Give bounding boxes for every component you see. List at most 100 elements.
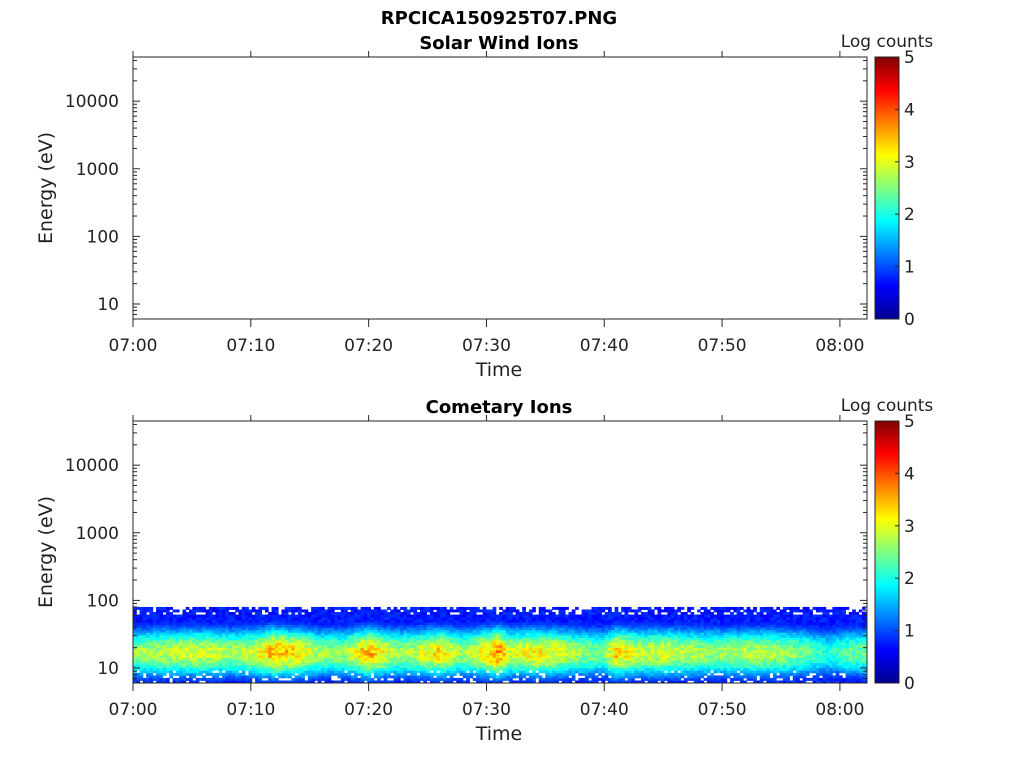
- spectrogram-cell: [136, 672, 140, 676]
- spectrogram-cell: [647, 627, 652, 631]
- spectrogram-cell: [278, 650, 282, 653]
- spectrogram-cell: [581, 637, 586, 641]
- spectrogram-cell: [198, 665, 203, 669]
- spectrogram-cell: [228, 647, 233, 651]
- spectrogram-cell: [198, 657, 203, 661]
- spectrogram-cell: [588, 622, 592, 626]
- spectrogram-cell: [202, 665, 206, 669]
- spectrogram-cell: [218, 650, 223, 653]
- spectrogram-cell: [350, 680, 355, 683]
- spectrogram-cell: [370, 660, 375, 664]
- spectrogram-cell: [518, 644, 523, 648]
- spectrogram-cell: [413, 606, 418, 610]
- spectrogram-cell: [175, 639, 180, 643]
- spectrogram-cell: [492, 650, 497, 653]
- spectrogram-cell: [321, 655, 325, 659]
- spectrogram-cell: [502, 650, 507, 653]
- spectrogram-cell: [650, 650, 655, 653]
- spectrogram-cell: [198, 670, 203, 674]
- spectrogram-cell: [284, 609, 289, 613]
- spectrogram-cell: [304, 614, 309, 618]
- spectrogram-cell: [185, 614, 190, 618]
- spectrogram-cell: [581, 662, 586, 666]
- spectrogram-cell: [532, 639, 536, 643]
- spectrogram-cell: [469, 652, 474, 656]
- spectrogram-cell: [195, 614, 200, 618]
- spectrogram-cell: [637, 619, 642, 623]
- spectrogram-cell: [393, 655, 398, 659]
- spectrogram-cell: [670, 606, 675, 610]
- spectrogram-cell: [410, 647, 414, 651]
- spectrogram-cell: [274, 619, 279, 623]
- spectrogram-cell: [390, 634, 395, 638]
- spectrogram-cell: [518, 650, 523, 653]
- spectrogram-cell: [261, 647, 266, 651]
- spectrogram-cell: [456, 614, 460, 618]
- spectrogram-cell: [558, 624, 563, 628]
- spectrogram-cell: [426, 639, 431, 643]
- spectrogram-cell: [683, 644, 688, 648]
- spectrogram-cell: [429, 619, 434, 623]
- spectrogram-cell: [321, 675, 325, 679]
- spectrogram-cell: [291, 617, 296, 621]
- spectrogram-cell: [522, 660, 526, 664]
- spectrogram-cell: [528, 624, 533, 628]
- spectrogram-cell: [462, 652, 467, 656]
- spectrogram-cell: [650, 652, 655, 656]
- spectrogram-cell: [393, 624, 398, 628]
- spectrogram-cell: [459, 647, 464, 651]
- spectrogram-cell: [228, 652, 233, 656]
- spectrogram-cell: [159, 634, 164, 638]
- spectrogram-cell: [281, 680, 286, 683]
- spectrogram-cell: [165, 627, 170, 631]
- spectrogram-cell: [208, 650, 213, 653]
- spectrogram-cell: [192, 660, 197, 664]
- spectrogram-cell: [525, 637, 530, 641]
- spectrogram-cell: [307, 667, 312, 671]
- spectrogram-cell: [489, 652, 493, 656]
- spectrogram-cell: [251, 675, 256, 679]
- spectrogram-cell: [205, 629, 210, 633]
- spectrogram-cell: [182, 650, 187, 653]
- spectrogram-cell: [561, 606, 566, 610]
- spectrogram-cell: [680, 644, 685, 648]
- spectrogram-cell: [538, 637, 543, 641]
- spectrogram-cell: [601, 614, 606, 618]
- y-tick-label: 10: [97, 295, 119, 315]
- spectrogram-cell: [568, 642, 573, 646]
- spectrogram-cell: [179, 667, 183, 671]
- spectrogram-cell: [370, 647, 375, 651]
- spectrogram-cell: [291, 622, 296, 626]
- spectrogram-cell: [584, 617, 589, 621]
- spectrogram-cell: [288, 624, 292, 628]
- spectrogram-cell: [489, 624, 493, 628]
- spectrogram-cell: [429, 672, 434, 676]
- spectrogram-cell: [350, 634, 355, 638]
- spectrogram-cell: [677, 632, 682, 636]
- spectrogram-cell: [476, 657, 480, 661]
- spectrogram-cell: [495, 642, 500, 646]
- spectrogram-cell: [495, 617, 500, 621]
- spectrogram-cell: [301, 627, 305, 631]
- spectrogram-cell: [413, 637, 418, 641]
- spectrogram-cell: [439, 622, 444, 626]
- spectrogram-cell: [294, 665, 299, 669]
- spectrogram-cell: [162, 606, 167, 610]
- spectrogram-cell: [565, 657, 569, 661]
- spectrogram-cell: [693, 634, 698, 638]
- spectrogram-cell: [387, 617, 391, 621]
- spectrogram-cell: [551, 675, 556, 679]
- spectrogram-cell: [462, 647, 467, 651]
- spectrogram-cell: [469, 637, 474, 641]
- spectrogram-cell: [641, 617, 645, 621]
- spectrogram-cell: [466, 655, 470, 659]
- spectrogram-cell: [683, 617, 688, 621]
- spectrogram-cell: [449, 672, 454, 676]
- spectrogram-cell: [634, 650, 639, 653]
- spectrogram-cell: [373, 667, 378, 671]
- spectrogram-cell: [505, 624, 510, 628]
- spectrogram-cell: [380, 660, 385, 664]
- spectrogram-cell: [413, 644, 418, 648]
- spectrogram-cell: [175, 670, 180, 674]
- spectrogram-cell: [558, 606, 563, 610]
